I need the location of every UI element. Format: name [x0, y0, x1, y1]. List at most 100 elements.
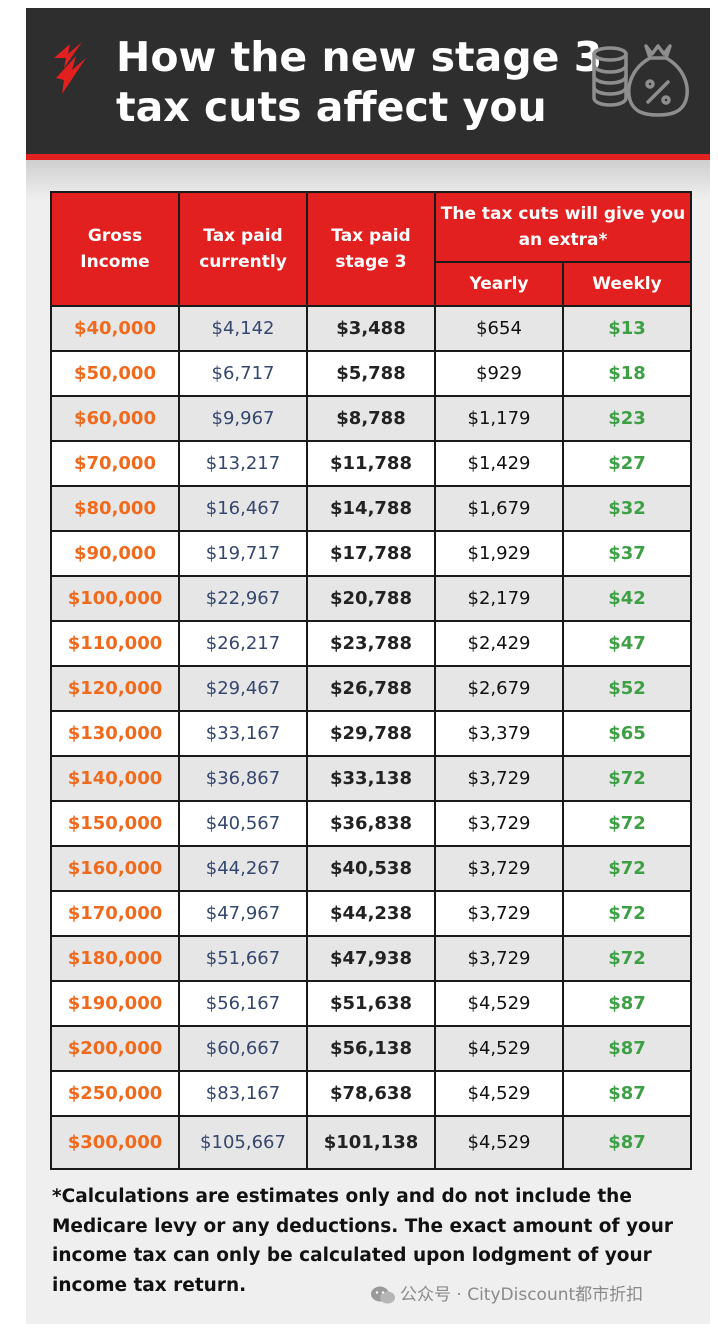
income-cell: $200,000 [50, 1025, 180, 1072]
weekly-cell: $18 [562, 350, 692, 397]
yearly-cell: $4,529 [434, 980, 564, 1027]
header-tax-stage3: Tax paid stage 3 [306, 191, 436, 307]
tax-current-cell: $51,667 [178, 935, 308, 982]
yearly-cell: $2,429 [434, 620, 564, 667]
yearly-cell: $4,529 [434, 1025, 564, 1072]
table-row: $250,000 $83,167 $78,638 $4,529 $87 [50, 1070, 692, 1117]
wechat-icon [371, 1286, 395, 1304]
tax-current-cell: $40,567 [178, 800, 308, 847]
tax-stage3-cell: $20,788 [306, 575, 436, 622]
yearly-cell: $3,729 [434, 755, 564, 802]
yearly-cell: $1,929 [434, 530, 564, 577]
table-row: $200,000 $60,667 $56,138 $4,529 $87 [50, 1025, 692, 1072]
weekly-cell: $72 [562, 755, 692, 802]
weekly-cell: $42 [562, 575, 692, 622]
watermark: 公众号 · CityDiscount都市折扣 [370, 1280, 700, 1310]
table-row: $140,000 $36,867 $33,138 $3,729 $72 [50, 755, 692, 802]
yearly-cell: $1,679 [434, 485, 564, 532]
tax-current-cell: $56,167 [178, 980, 308, 1027]
weekly-cell: $87 [562, 1070, 692, 1117]
yearly-cell: $2,679 [434, 665, 564, 712]
tax-stage3-cell: $36,838 [306, 800, 436, 847]
tax-current-cell: $36,867 [178, 755, 308, 802]
tax-current-cell: $105,667 [178, 1115, 308, 1170]
tax-stage3-cell: $5,788 [306, 350, 436, 397]
yearly-cell: $654 [434, 305, 564, 352]
tax-stage3-cell: $11,788 [306, 440, 436, 487]
yearly-cell: $1,179 [434, 395, 564, 442]
tax-stage3-cell: $56,138 [306, 1025, 436, 1072]
income-cell: $300,000 [50, 1115, 180, 1170]
tax-current-cell: $60,667 [178, 1025, 308, 1072]
title-line-1: How the new stage 3 [116, 33, 603, 81]
weekly-cell: $32 [562, 485, 692, 532]
yearly-cell: $3,729 [434, 890, 564, 937]
table-row: $190,000 $56,167 $51,638 $4,529 $87 [50, 980, 692, 1027]
tax-current-cell: $83,167 [178, 1070, 308, 1117]
weekly-cell: $37 [562, 530, 692, 577]
weekly-cell: $72 [562, 800, 692, 847]
table-row: $180,000 $51,667 $47,938 $3,729 $72 [50, 935, 692, 982]
table-row: $60,000 $9,967 $8,788 $1,179 $23 [50, 395, 692, 442]
yearly-cell: $3,729 [434, 800, 564, 847]
tax-stage3-cell: $26,788 [306, 665, 436, 712]
table-row: $130,000 $33,167 $29,788 $3,379 $65 [50, 710, 692, 757]
income-cell: $60,000 [50, 395, 180, 442]
tax-stage3-cell: $51,638 [306, 980, 436, 1027]
income-cell: $130,000 [50, 710, 180, 757]
tax-current-cell: $9,967 [178, 395, 308, 442]
tax-current-cell: $4,142 [178, 305, 308, 352]
tax-current-cell: $16,467 [178, 485, 308, 532]
weekly-cell: $72 [562, 845, 692, 892]
weekly-cell: $47 [562, 620, 692, 667]
income-cell: $180,000 [50, 935, 180, 982]
header-weekly: Weekly [562, 261, 692, 307]
table-row: $100,000 $22,967 $20,788 $2,179 $42 [50, 575, 692, 622]
infographic-card: How the new stage 3 tax cuts affect you … [26, 8, 710, 1324]
table-row: $160,000 $44,267 $40,538 $3,729 $72 [50, 845, 692, 892]
income-cell: $120,000 [50, 665, 180, 712]
page-title: How the new stage 3 tax cuts affect you [116, 32, 603, 132]
yearly-cell: $1,429 [434, 440, 564, 487]
income-cell: $50,000 [50, 350, 180, 397]
tax-stage3-cell: $47,938 [306, 935, 436, 982]
tax-current-cell: $44,267 [178, 845, 308, 892]
table-row: $70,000 $13,217 $11,788 $1,429 $27 [50, 440, 692, 487]
tax-current-cell: $33,167 [178, 710, 308, 757]
tax-stage3-cell: $40,538 [306, 845, 436, 892]
weekly-cell: $87 [562, 1025, 692, 1072]
table-row: $300,000 $105,667 $101,138 $4,529 $87 [50, 1115, 692, 1170]
weekly-cell: $72 [562, 890, 692, 937]
weekly-cell: $65 [562, 710, 692, 757]
weekly-cell: $13 [562, 305, 692, 352]
yearly-cell: $4,529 [434, 1070, 564, 1117]
weekly-cell: $72 [562, 935, 692, 982]
weekly-cell: $23 [562, 395, 692, 442]
tax-current-cell: $22,967 [178, 575, 308, 622]
income-cell: $170,000 [50, 890, 180, 937]
coins-money-bag-icon [592, 44, 689, 117]
header-yearly: Yearly [434, 261, 564, 307]
tax-stage3-cell: $44,238 [306, 890, 436, 937]
header-extra-group: The tax cuts will give you an extra* [434, 191, 692, 263]
yearly-cell: $3,379 [434, 710, 564, 757]
header-banner: How the new stage 3 tax cuts affect you [26, 8, 710, 154]
weekly-cell: $27 [562, 440, 692, 487]
income-cell: $150,000 [50, 800, 180, 847]
title-line-2: tax cuts affect you [116, 83, 547, 131]
header-red-stripe [26, 154, 710, 160]
tax-stage3-cell: $101,138 [306, 1115, 436, 1170]
yearly-cell: $3,729 [434, 845, 564, 892]
income-cell: $140,000 [50, 755, 180, 802]
income-cell: $110,000 [50, 620, 180, 667]
tax-current-cell: $47,967 [178, 890, 308, 937]
income-cell: $250,000 [50, 1070, 180, 1117]
tax-current-cell: $19,717 [178, 530, 308, 577]
tax-current-cell: $29,467 [178, 665, 308, 712]
income-cell: $100,000 [50, 575, 180, 622]
table-row: $90,000 $19,717 $17,788 $1,929 $37 [50, 530, 692, 577]
weekly-cell: $52 [562, 665, 692, 712]
tax-table: Gross Income Tax paid currently Tax paid… [50, 191, 692, 1170]
tax-stage3-cell: $17,788 [306, 530, 436, 577]
income-cell: $80,000 [50, 485, 180, 532]
